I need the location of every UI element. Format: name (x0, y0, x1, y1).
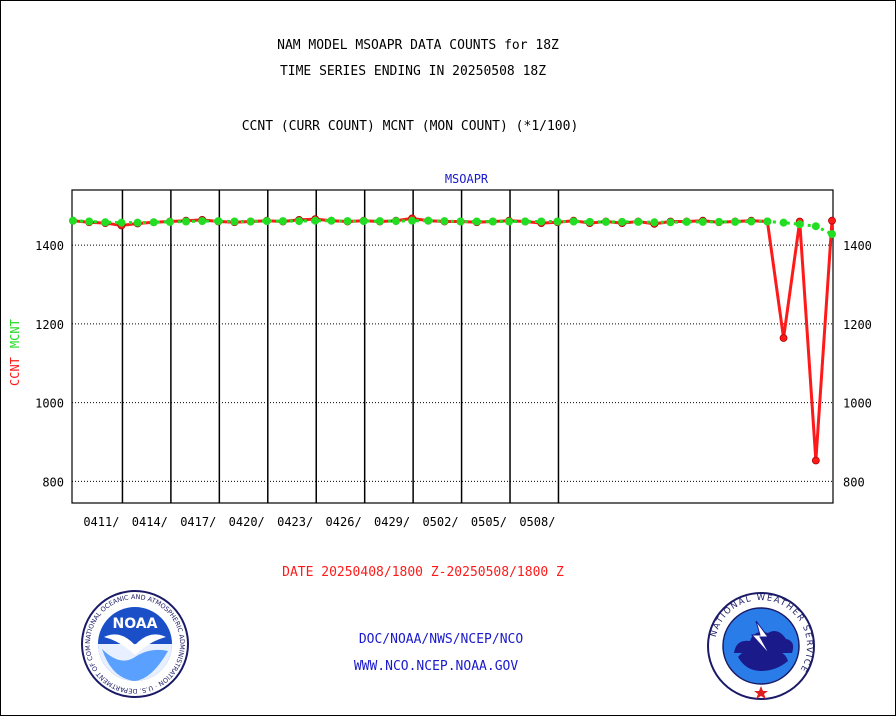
noaa-logo-icon: NOAA NATIONAL OCEANIC AND ATMOSPHERIC AD… (80, 589, 189, 698)
x-tick-label: 0423/ (277, 515, 313, 529)
x-tick-label: 0429/ (374, 515, 410, 529)
mcnt-point (714, 217, 723, 226)
y-tick-label-left: 800 (42, 475, 64, 489)
mcnt-point (69, 216, 77, 225)
mcnt-point (537, 217, 546, 226)
mcnt-point (634, 217, 643, 226)
mcnt-point (246, 217, 255, 226)
y-axis-label: CCNT MCNT (8, 319, 22, 386)
mcnt-point (795, 220, 804, 229)
mcnt-point (214, 217, 223, 226)
x-tick-label: 0420/ (229, 515, 265, 529)
mcnt-point (117, 218, 126, 227)
mcnt-point (262, 217, 271, 226)
y-tick-label-left: 1400 (35, 239, 64, 253)
mcnt-point (828, 230, 836, 239)
mcnt-point (650, 218, 659, 227)
chart-title-line-1: NAM MODEL MSOAPR DATA COUNTS for 18Z (277, 38, 559, 53)
x-tick-label: 0508/ (519, 515, 555, 529)
chart-subtitle: CCNT (CURR COUNT) MCNT (MON COUNT) (*1/1… (241, 119, 579, 134)
mcnt-point (408, 216, 417, 225)
x-tick-label: 0414/ (132, 515, 168, 529)
y-tick-label-right: 800 (843, 475, 865, 489)
mcnt-point (747, 217, 756, 226)
mcnt-point (763, 217, 772, 226)
mcnt-point (779, 218, 788, 227)
mcnt-point (198, 217, 207, 226)
mcnt-point (375, 217, 384, 226)
mcnt-point (731, 217, 740, 226)
x-tick-label: 0417/ (180, 515, 216, 529)
y-axis-label-ccnt: CCNT (8, 357, 22, 386)
noaa-logo-text: NOAA (113, 616, 158, 632)
mcnt-point (585, 217, 594, 226)
y-tick-label-left: 1000 (35, 397, 64, 411)
plot-frame (71, 189, 834, 504)
mcnt-point (165, 217, 174, 226)
mcnt-point (327, 216, 336, 225)
mcnt-point (488, 217, 497, 226)
y-tick-label-right: 1200 (843, 318, 872, 332)
y-tick-label-right: 1400 (843, 239, 872, 253)
date-range-label: DATE 20250408/1800 Z-20250508/1800 Z (282, 565, 564, 580)
mcnt-point (505, 217, 514, 226)
chart-title-line-2: TIME SERIES ENDING IN 20250508 18Z (279, 64, 547, 79)
mcnt-point (666, 218, 675, 227)
mcnt-point (230, 217, 239, 226)
ccnt-point (828, 216, 836, 225)
mcnt-point (391, 217, 400, 226)
mcnt-point (149, 218, 158, 227)
mcnt-point (359, 217, 368, 226)
mcnt-point (85, 217, 94, 226)
mcnt-point (553, 217, 562, 226)
mcnt-point (682, 217, 691, 226)
nws-logo-icon: NATIONAL WEATHER SERVICE (707, 592, 815, 700)
ccnt-point (779, 334, 788, 342)
mcnt-point (472, 217, 481, 226)
mcnt-point (456, 217, 465, 226)
plot-title: MSOAPR (445, 172, 489, 186)
mcnt-point (278, 217, 287, 226)
mcnt-point (440, 217, 449, 226)
footer-url: WWW.NCO.NCEP.NOAA.GOV (353, 659, 519, 674)
mcnt-point (101, 218, 110, 227)
mcnt-point (343, 217, 352, 226)
mcnt-point (295, 217, 304, 226)
mcnt-point (811, 222, 820, 231)
mcnt-point (133, 218, 142, 227)
y-tick-label-left: 1200 (35, 318, 64, 332)
mcnt-point (311, 216, 320, 225)
x-tick-label: 0502/ (422, 515, 458, 529)
mcnt-point (521, 217, 530, 226)
mcnt-point (182, 217, 191, 226)
footer-org: DOC/NOAA/NWS/NCEP/NCO (358, 632, 524, 647)
x-tick-label: 0505/ (471, 515, 507, 529)
x-tick-label: 0411/ (83, 515, 119, 529)
x-tick-label: 0426/ (326, 515, 362, 529)
y-axis-label-mcnt: MCNT (8, 319, 22, 348)
ccnt-point (811, 456, 820, 465)
mcnt-point (424, 216, 433, 225)
mcnt-point (601, 217, 610, 226)
mcnt-point (569, 217, 578, 226)
y-tick-label-right: 1000 (843, 397, 872, 411)
mcnt-point (618, 217, 627, 226)
mcnt-point (698, 217, 707, 226)
